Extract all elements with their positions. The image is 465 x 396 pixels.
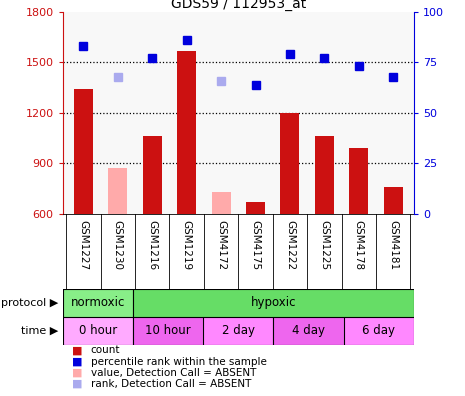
Bar	[133, 289, 414, 317]
Bar	[315, 136, 334, 214]
Bar	[212, 192, 231, 214]
Text: GSM4178: GSM4178	[354, 220, 364, 270]
Title: GDS59 / 112953_at: GDS59 / 112953_at	[171, 0, 306, 11]
Text: GSM1230: GSM1230	[113, 220, 123, 270]
Bar	[384, 187, 403, 214]
Text: ■: ■	[72, 367, 83, 378]
Text: protocol ▶: protocol ▶	[1, 298, 58, 308]
Bar	[203, 317, 273, 345]
Text: rank, Detection Call = ABSENT: rank, Detection Call = ABSENT	[91, 379, 251, 389]
Bar	[74, 89, 93, 214]
Bar	[344, 317, 414, 345]
Text: hypoxic: hypoxic	[251, 297, 296, 309]
Text: value, Detection Call = ABSENT: value, Detection Call = ABSENT	[91, 367, 256, 378]
Text: 0 hour: 0 hour	[79, 324, 117, 337]
Text: 10 hour: 10 hour	[145, 324, 191, 337]
Text: 6 day: 6 day	[362, 324, 395, 337]
Text: ■: ■	[72, 345, 83, 356]
Bar	[273, 317, 344, 345]
Bar	[143, 136, 162, 214]
Text: percentile rank within the sample: percentile rank within the sample	[91, 356, 266, 367]
Bar	[63, 289, 133, 317]
Text: GSM4181: GSM4181	[388, 220, 398, 270]
Text: normoxic: normoxic	[71, 297, 125, 309]
Text: GSM4175: GSM4175	[251, 220, 260, 270]
Bar	[63, 317, 133, 345]
Bar	[177, 51, 196, 214]
Bar	[133, 317, 203, 345]
Bar	[349, 148, 368, 214]
Bar	[280, 113, 299, 214]
Text: GSM1225: GSM1225	[319, 220, 329, 270]
Text: GSM1219: GSM1219	[182, 220, 192, 270]
Text: time ▶: time ▶	[21, 326, 58, 336]
Text: ■: ■	[72, 379, 83, 389]
Text: GSM1222: GSM1222	[285, 220, 295, 270]
Text: GSM1227: GSM1227	[79, 220, 88, 270]
Text: 4 day: 4 day	[292, 324, 325, 337]
Text: GSM1216: GSM1216	[147, 220, 157, 270]
Text: 2 day: 2 day	[222, 324, 255, 337]
Text: ■: ■	[72, 356, 83, 367]
Text: count: count	[91, 345, 120, 356]
Bar	[108, 168, 127, 214]
Bar	[246, 202, 265, 214]
Text: GSM4172: GSM4172	[216, 220, 226, 270]
